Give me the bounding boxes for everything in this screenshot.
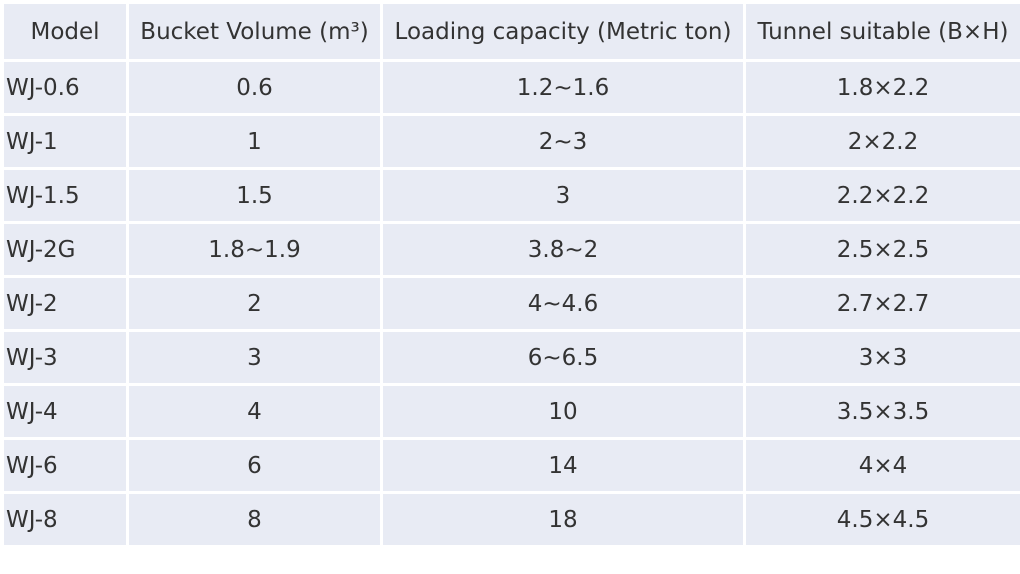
cell-tunnel-suitable: 3×3 [746,332,1020,386]
table-row: WJ-8 8 18 4.5×4.5 [4,494,1020,548]
cell-bucket-volume: 0.6 [129,62,383,116]
cell-tunnel-suitable: 2×2.2 [746,116,1020,170]
header-row: Model Bucket Volume (m³) Loading capacit… [4,4,1020,62]
loader-spec-table: Model Bucket Volume (m³) Loading capacit… [4,4,1020,548]
cell-bucket-volume: 6 [129,440,383,494]
header-bucket-volume: Bucket Volume (m³) [129,4,383,62]
cell-tunnel-suitable: 4.5×4.5 [746,494,1020,548]
cell-bucket-volume: 1 [129,116,383,170]
cell-tunnel-suitable: 2.2×2.2 [746,170,1020,224]
cell-tunnel-suitable: 4×4 [746,440,1020,494]
table-row: WJ-3 3 6~6.5 3×3 [4,332,1020,386]
header-model: Model [4,4,129,62]
cell-tunnel-suitable: 3.5×3.5 [746,386,1020,440]
cell-tunnel-suitable: 1.8×2.2 [746,62,1020,116]
cell-model: WJ-6 [4,440,129,494]
cell-tunnel-suitable: 2.7×2.7 [746,278,1020,332]
cell-loading-capacity: 2~3 [383,116,746,170]
table-row: WJ-1 1 2~3 2×2.2 [4,116,1020,170]
table-row: WJ-2 2 4~4.6 2.7×2.7 [4,278,1020,332]
cell-bucket-volume: 8 [129,494,383,548]
cell-model: WJ-4 [4,386,129,440]
cell-bucket-volume: 2 [129,278,383,332]
cell-bucket-volume: 1.8~1.9 [129,224,383,278]
cell-model: WJ-3 [4,332,129,386]
cell-model: WJ-1 [4,116,129,170]
cell-model: WJ-0.6 [4,62,129,116]
cell-loading-capacity: 4~4.6 [383,278,746,332]
cell-loading-capacity: 1.2~1.6 [383,62,746,116]
header-loading-capacity: Loading capacity (Metric ton) [383,4,746,62]
cell-bucket-volume: 1.5 [129,170,383,224]
cell-loading-capacity: 18 [383,494,746,548]
cell-model: WJ-2 [4,278,129,332]
cell-model: WJ-8 [4,494,129,548]
cell-tunnel-suitable: 2.5×2.5 [746,224,1020,278]
cell-model: WJ-1.5 [4,170,129,224]
table-row: WJ-1.5 1.5 3 2.2×2.2 [4,170,1020,224]
table-row: WJ-6 6 14 4×4 [4,440,1020,494]
cell-loading-capacity: 14 [383,440,746,494]
cell-bucket-volume: 3 [129,332,383,386]
cell-bucket-volume: 4 [129,386,383,440]
cell-model: WJ-2G [4,224,129,278]
table-row: WJ-2G 1.8~1.9 3.8~2 2.5×2.5 [4,224,1020,278]
header-tunnel-suitable: Tunnel suitable (B×H) [746,4,1020,62]
table-row: WJ-4 4 10 3.5×3.5 [4,386,1020,440]
table-row: WJ-0.6 0.6 1.2~1.6 1.8×2.2 [4,62,1020,116]
cell-loading-capacity: 3 [383,170,746,224]
spec-table-container: Model Bucket Volume (m³) Loading capacit… [4,4,1020,574]
cell-loading-capacity: 10 [383,386,746,440]
cell-loading-capacity: 3.8~2 [383,224,746,278]
cell-loading-capacity: 6~6.5 [383,332,746,386]
